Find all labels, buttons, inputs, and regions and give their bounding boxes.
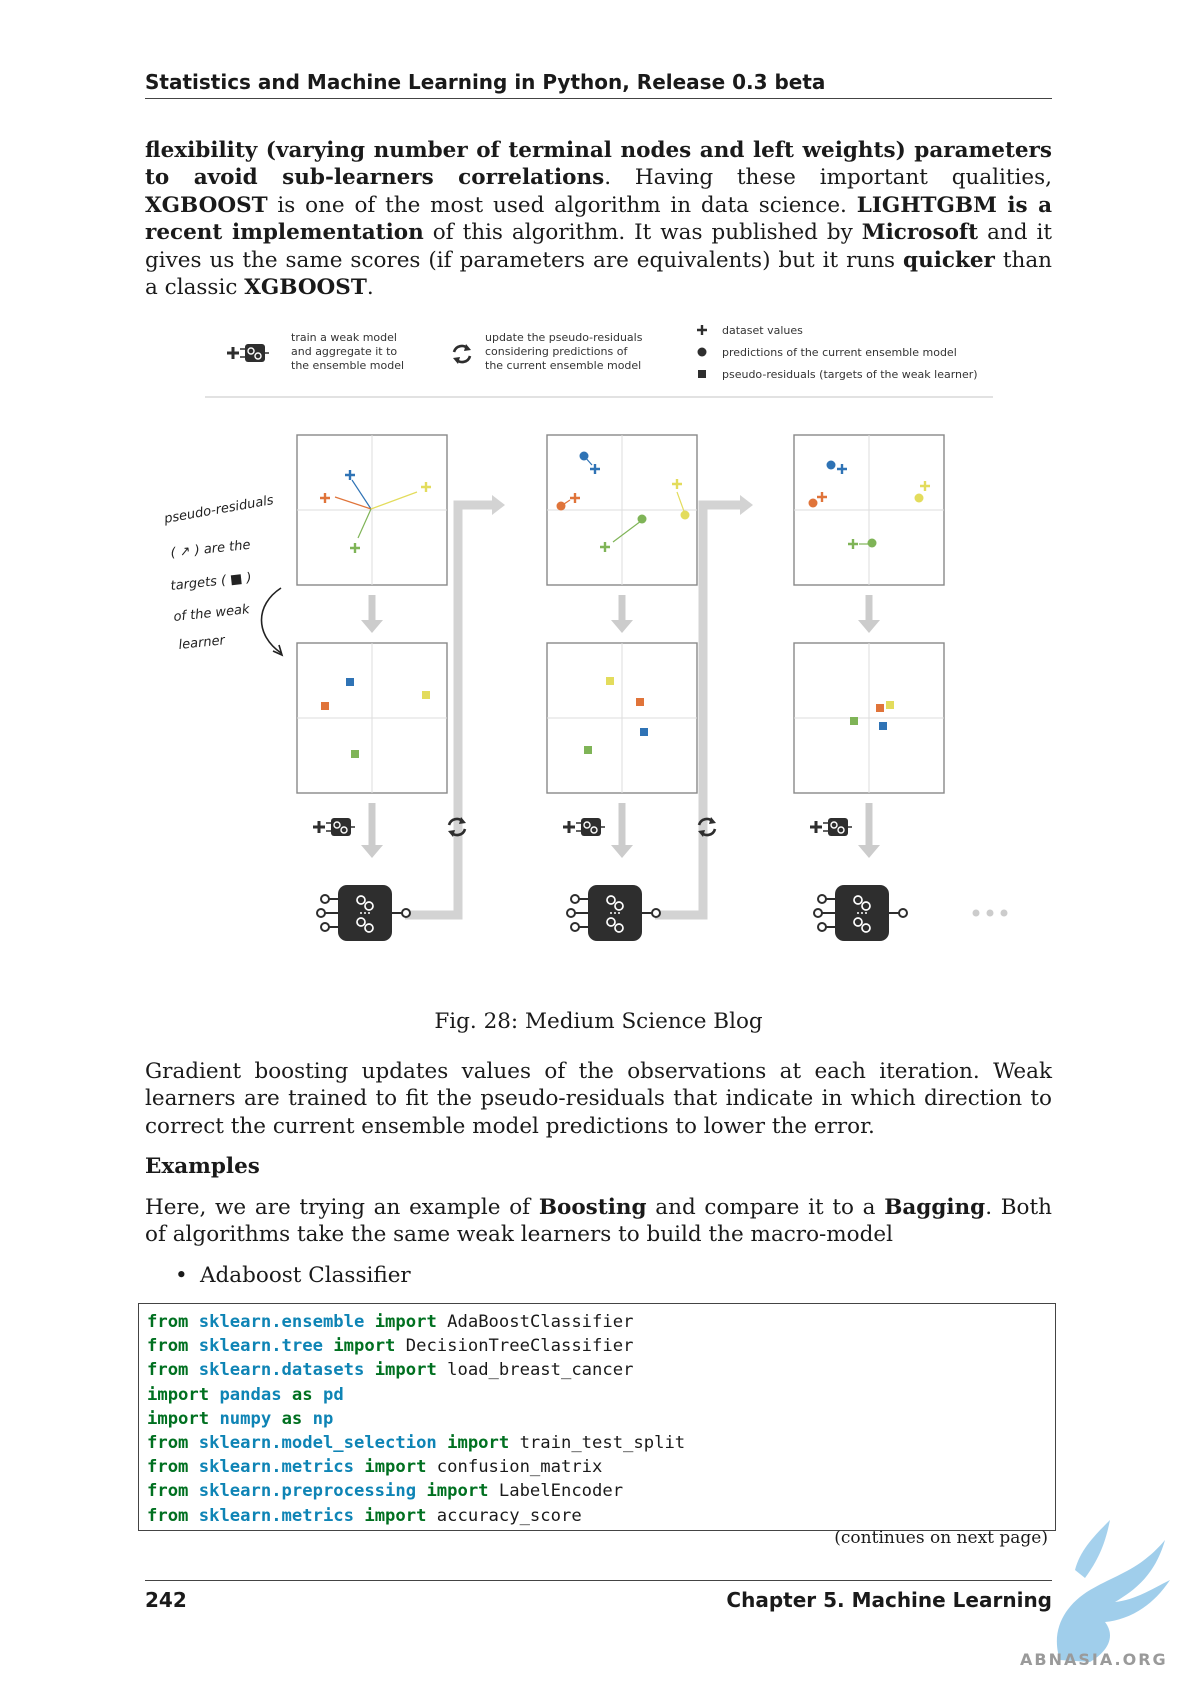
ensemble-model-icon-2 xyxy=(566,884,661,942)
annotation-line4: of the weak xyxy=(173,602,251,625)
annotation-curved-arrow xyxy=(260,587,282,654)
iteration-connectors xyxy=(405,495,753,920)
intro-paragraph: flexibility (varying number of terminal … xyxy=(145,137,1052,301)
train-model-icon-3 xyxy=(808,816,854,838)
watermark-text: ABNASIA.ORG xyxy=(1020,1650,1168,1669)
train-model-icon-1 xyxy=(311,816,357,838)
legend-train-line3: the ensemble model xyxy=(291,359,404,372)
intro-text-1: . Having these important qualities, xyxy=(604,165,1052,191)
bullet-icon: • xyxy=(175,1263,188,1288)
point-yellow-plus xyxy=(421,482,431,492)
footer-rule xyxy=(145,1580,1052,1581)
ensemble-model-icon-3 xyxy=(813,884,908,942)
dot-marker-icon xyxy=(697,347,707,357)
examples-text-1: Here, we are trying an example of xyxy=(145,1195,539,1220)
square-marker-icon xyxy=(698,370,706,378)
intro-bold-lightgbm: LIGHTGBM is a recent implementation xyxy=(145,192,1052,246)
bullet-item: • Adaboost Classifier xyxy=(175,1262,411,1290)
examples-heading: Examples xyxy=(145,1154,260,1179)
legend-update-line3: the current ensemble model xyxy=(485,359,641,372)
code-line: from sklearn.ensemble import AdaBoostCla… xyxy=(147,1312,634,1332)
page-number: 242 xyxy=(145,1588,187,1612)
legend-update-line1: update the pseudo-residuals xyxy=(485,331,643,344)
plot-residuals-3 xyxy=(793,642,945,794)
annotation-line5: learner xyxy=(178,633,227,653)
intro-bold-microsoft: Microsoft xyxy=(861,220,979,246)
watermark-logo xyxy=(1056,1520,1170,1662)
legend-predictions: predictions of the current ensemble mode… xyxy=(722,346,957,359)
book-title: Statistics and Machine Learning in Pytho… xyxy=(145,70,826,94)
examples-bold-bagging: Bagging xyxy=(884,1195,986,1220)
examples-text-2: and compare it to a xyxy=(646,1195,885,1220)
code-line: from sklearn.tree import DecisionTreeCla… xyxy=(147,1336,634,1357)
bullet-label: Adaboost Classifier xyxy=(200,1263,411,1288)
plot-residuals-1 xyxy=(296,642,448,794)
legend-dataset: dataset values xyxy=(722,324,803,337)
intro-text-5: than a classic xyxy=(145,247,1052,301)
examples-bold-boosting: Boosting xyxy=(538,1195,647,1220)
code-line: from sklearn.model_selection import trai… xyxy=(147,1433,686,1454)
code-line: from sklearn.metrics import accuracy_sco… xyxy=(147,1505,582,1526)
ellipsis-dots xyxy=(972,909,1008,917)
intro-bold-xgboost: XGBOOST xyxy=(145,192,268,218)
running-header: Statistics and Machine Learning in Pytho… xyxy=(145,68,1052,99)
code-line: from sklearn.metrics import confusion_ma… xyxy=(147,1457,603,1478)
plot-predictions-1 xyxy=(296,434,448,586)
handwritten-annotation: pseudo-residuals ( ↗ ) are the targets (… xyxy=(162,493,284,657)
point-orange-plus xyxy=(320,493,330,503)
annotation-line1: pseudo-residuals xyxy=(162,493,275,527)
continues-note: (continues on next page) xyxy=(834,1528,1048,1548)
plot-predictions-2 xyxy=(546,434,698,586)
iteration-3 xyxy=(793,434,945,942)
code-line: import pandas as pd xyxy=(147,1384,344,1405)
intro-text-4: and it gives us the same scores (if para… xyxy=(145,220,1052,273)
legend-train-line1: train a weak model xyxy=(291,331,397,344)
update-residuals-icon xyxy=(451,342,473,366)
plot-predictions-3 xyxy=(793,434,945,586)
point-green-plus xyxy=(350,543,360,553)
figure-caption: Fig. 28: Medium Science Blog xyxy=(434,1009,763,1034)
ensemble-model-icon-1 xyxy=(316,884,411,942)
plot-residuals-2 xyxy=(546,642,698,794)
intro-bold-xgboost-2: XGBOOST xyxy=(244,275,367,301)
legend: train a weak model and aggregate it to t… xyxy=(205,324,993,398)
train-model-icon-2 xyxy=(561,816,607,838)
annotation-line2: ( ↗ ) are the xyxy=(170,538,251,561)
chapter-footer: Chapter 5. Machine Learning xyxy=(726,1588,1052,1612)
examples-paragraph: Here, we are trying an example of Boosti… xyxy=(145,1194,1052,1249)
plus-marker-icon xyxy=(697,325,707,335)
point-blue-plus xyxy=(345,470,355,480)
iteration-2 xyxy=(546,434,718,942)
train-model-icon xyxy=(225,342,271,364)
legend-train-line2: and aggregate it to xyxy=(291,345,397,358)
intro-text-3: of this algorithm. It was published by xyxy=(423,220,862,246)
gradient-boosting-paragraph: Gradient boosting updates values of the … xyxy=(145,1059,1052,1139)
legend-update-line2: considering predictions of xyxy=(485,345,628,358)
annotation-line3: targets ( ■ ) xyxy=(170,571,252,594)
examples-text-3: . Both of algorithms take the same weak … xyxy=(145,1195,1052,1248)
intro-bold-quicker: quicker xyxy=(903,247,995,273)
iteration-1 xyxy=(296,434,468,942)
code-line: import numpy as np xyxy=(147,1408,334,1429)
gradient-boosting-figure: train a weak model and aggregate it to t… xyxy=(162,324,1008,942)
intro-bold-flexibility: flexibility (varying number of terminal … xyxy=(145,138,1052,191)
code-line: from sklearn.datasets import load_breast… xyxy=(147,1360,634,1381)
legend-residuals: pseudo-residuals (targets of the weak le… xyxy=(722,368,978,381)
intro-text-2: is one of the most used algorithm in dat… xyxy=(267,192,857,218)
code-line: from sklearn.preprocessing import LabelE… xyxy=(147,1481,624,1502)
code-block: from sklearn.ensemble import AdaBoostCla… xyxy=(138,1303,1056,1531)
intro-text-6: . xyxy=(366,275,374,301)
